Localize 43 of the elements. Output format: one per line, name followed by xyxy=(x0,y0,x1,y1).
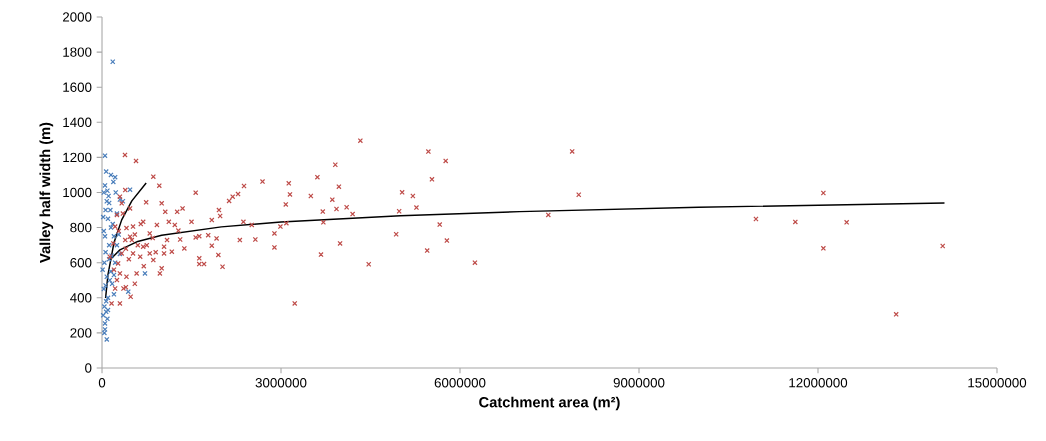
y-tick-label: 600 xyxy=(70,257,92,268)
x-tick-label: 3000000 xyxy=(255,378,307,388)
point xyxy=(102,182,108,189)
point xyxy=(102,233,108,240)
x-tick-label: 12000000 xyxy=(789,378,848,388)
point xyxy=(101,330,108,336)
point xyxy=(101,286,107,292)
point xyxy=(102,152,108,159)
y-tick-label: 1400 xyxy=(63,117,92,128)
point xyxy=(102,249,109,255)
y-axis-title: Valley half width (m) xyxy=(39,122,54,263)
x-tick-label: 9000000 xyxy=(613,378,665,388)
point xyxy=(102,320,108,327)
point xyxy=(125,288,131,295)
point xyxy=(101,228,107,234)
y-tick-label: 200 xyxy=(70,328,92,338)
point xyxy=(104,316,111,322)
point xyxy=(127,187,133,193)
point xyxy=(113,189,119,196)
y-tick-label: 1600 xyxy=(63,82,92,92)
point xyxy=(108,224,114,231)
y-tick-label: 1800 xyxy=(63,47,92,57)
point xyxy=(142,270,148,277)
x-tick-label: 6000000 xyxy=(434,378,486,388)
y-tick-label: 800 xyxy=(70,222,92,233)
point xyxy=(104,336,110,343)
y-tick-label: 1000 xyxy=(63,187,92,198)
y-tick-label: 1200 xyxy=(63,152,92,163)
x-tick-label: 0 xyxy=(98,378,106,388)
point xyxy=(110,179,117,185)
point xyxy=(103,168,109,175)
y-tick-label: 0 xyxy=(85,363,92,373)
point xyxy=(101,189,107,196)
point xyxy=(105,295,111,301)
point xyxy=(99,267,106,273)
x-axis-title: Catchment area (m²) xyxy=(479,396,620,411)
y-tick-label: 400 xyxy=(70,293,92,303)
point xyxy=(111,291,117,297)
x-tick-label: 15000000 xyxy=(968,378,1027,388)
point xyxy=(105,193,112,199)
y-tick-label: 2000 xyxy=(62,12,92,22)
point xyxy=(104,188,111,194)
point xyxy=(103,298,109,304)
